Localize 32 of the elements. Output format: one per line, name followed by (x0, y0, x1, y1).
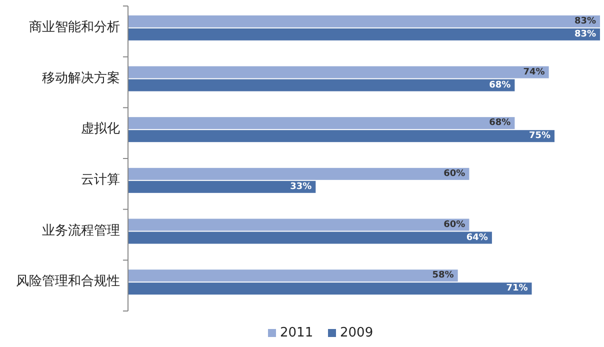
y-tick-label: 虚拟化 (81, 122, 120, 137)
bar (128, 117, 515, 130)
bar (128, 282, 532, 295)
y-tick-label: 业务流程管理 (42, 222, 120, 238)
y-tick-label: 云计算 (81, 172, 120, 188)
bar (128, 130, 555, 142)
data-label: 60% (444, 220, 466, 230)
bar (128, 218, 470, 231)
y-tick-label: 风险管理和合规性 (16, 274, 120, 290)
legend-label: 2011 (280, 326, 314, 340)
bar (128, 168, 470, 180)
data-label: 74% (523, 67, 545, 78)
bar (128, 180, 316, 193)
bar (128, 15, 600, 28)
data-label: 83% (574, 29, 596, 40)
data-label: 71% (506, 284, 528, 294)
data-label: 68% (489, 118, 511, 128)
bar (128, 66, 549, 78)
bar (128, 28, 600, 40)
y-tick-label: 移动解决方案 (42, 70, 120, 86)
data-label: 75% (528, 131, 551, 142)
y-tick-label: 商业智能和分析 (29, 20, 120, 35)
data-label: 64% (466, 232, 488, 243)
data-label: 83% (574, 16, 596, 26)
legend-label: 2009 (340, 326, 374, 340)
bar (128, 270, 458, 282)
bar (128, 232, 492, 244)
data-label: 58% (432, 270, 454, 281)
bar (128, 79, 515, 92)
data-label: 60% (444, 168, 466, 179)
data-label: 33% (290, 182, 312, 192)
data-label: 68% (489, 80, 511, 90)
